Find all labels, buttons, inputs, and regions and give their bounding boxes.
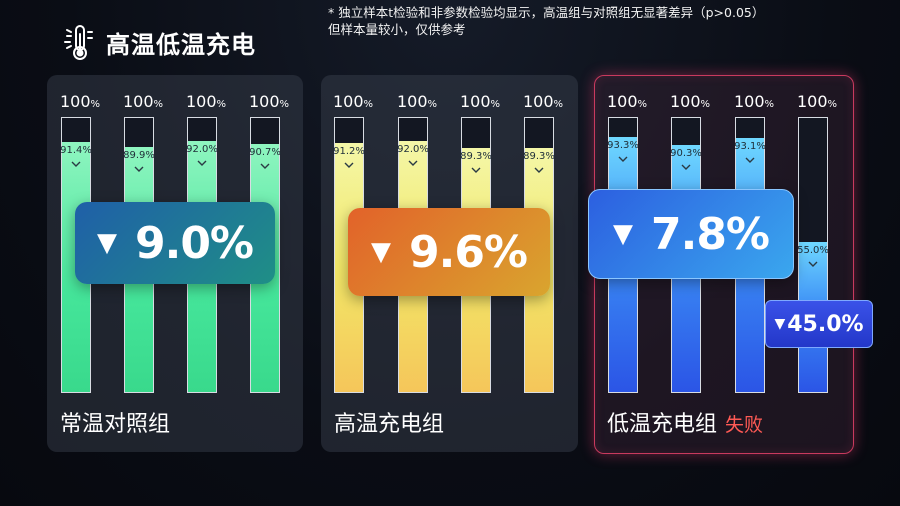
max-label-number: 100 [797, 92, 828, 111]
max-label-number: 100 [60, 92, 91, 111]
battery-value-label: 89.3% [523, 150, 555, 162]
max-label-unit: % [216, 99, 227, 110]
battery-value-label: 93.1% [734, 140, 766, 152]
thermometer-sun-icon [64, 25, 93, 60]
battery-value-label: 90.7% [249, 146, 281, 158]
max-label-unit: % [827, 99, 838, 110]
chevron-down-icon [408, 160, 418, 166]
max-label-unit: % [553, 99, 564, 110]
header-title: 高温低温充电 [62, 22, 256, 62]
change-badge-low-temp: ▼ 7.8% [588, 189, 794, 279]
battery-value-label: 89.9% [123, 149, 155, 161]
max-label-number: 100 [397, 92, 428, 111]
max-label: 100% [397, 92, 447, 111]
chevron-down-icon [71, 161, 81, 167]
chevron-down-icon [260, 163, 270, 169]
max-label-number: 100 [249, 92, 280, 111]
down-arrow-icon: ▼ [370, 237, 391, 267]
footnote: * 独立样本t检验和非参数检验均显示，高温组与对照组无显著差异（p>0.05） … [328, 4, 888, 38]
group-label-control: 常温对照组 [60, 412, 171, 437]
change-badge-control: ▼ 9.0% [75, 202, 275, 284]
max-label-unit: % [363, 99, 374, 110]
battery-value-label: 93.3% [607, 139, 639, 151]
group-label-high-temp: 高温充电组 [334, 412, 445, 437]
down-arrow-icon: ▼ [96, 228, 117, 258]
change-badge-failed-sample: ▼ 45.0% [765, 300, 873, 348]
chevron-down-icon [344, 162, 354, 168]
max-label-unit: % [153, 99, 164, 110]
battery-value-label: 55.0% [797, 244, 829, 256]
footnote-line-1: * 独立样本t检验和非参数检验均显示，高温组与对照组无显著差异（p>0.05） [328, 5, 765, 20]
change-value: 7.8% [650, 208, 770, 260]
max-label-number: 100 [123, 92, 154, 111]
max-label: 100% [333, 92, 383, 111]
max-label-number: 100 [186, 92, 217, 111]
max-label: 100% [186, 92, 236, 111]
chevron-down-icon [808, 261, 818, 267]
chevron-down-icon [534, 167, 544, 173]
chevron-down-icon [134, 166, 144, 172]
down-arrow-icon: ▼ [612, 219, 633, 249]
battery-value-label: 89.3% [460, 150, 492, 162]
max-label-unit: % [279, 99, 290, 110]
change-badge-high-temp: ▼ 9.6% [348, 208, 550, 296]
max-label-number: 100 [523, 92, 554, 111]
page-title: 高温低温充电 [106, 30, 256, 59]
max-label: 100% [607, 92, 657, 111]
max-label-number: 100 [607, 92, 638, 111]
max-label-number: 100 [734, 92, 765, 111]
max-label: 100% [60, 92, 110, 111]
max-label-unit: % [90, 99, 101, 110]
group-label-text: 低温充电组 [607, 412, 718, 437]
max-label-number: 100 [670, 92, 701, 111]
max-label-unit: % [700, 99, 711, 110]
max-label: 100% [123, 92, 173, 111]
max-label: 100% [460, 92, 510, 111]
change-value: 9.0% [134, 217, 254, 269]
chevron-down-icon [197, 160, 207, 166]
status-badge: 失败 [725, 414, 764, 436]
max-label: 100% [249, 92, 299, 111]
chevron-down-icon [471, 167, 481, 173]
max-label: 100% [734, 92, 784, 111]
max-label-number: 100 [333, 92, 364, 111]
max-label-unit: % [764, 99, 775, 110]
down-arrow-icon: ▼ [774, 316, 786, 332]
footnote-line-2: 但样本量较小，仅供参考 [328, 22, 466, 37]
change-value: 45.0% [787, 311, 864, 337]
max-label: 100% [670, 92, 720, 111]
group-label-low-temp: 低温充电组 失败 [607, 406, 763, 438]
max-label-unit: % [427, 99, 438, 110]
change-value: 9.6% [408, 226, 528, 278]
max-label-unit: % [637, 99, 648, 110]
max-label: 100% [797, 92, 847, 111]
battery-value-label: 91.2% [333, 145, 365, 157]
battery-value-label: 92.0% [397, 143, 429, 155]
max-label: 100% [523, 92, 573, 111]
chevron-down-icon [745, 157, 755, 163]
battery-value-label: 92.0% [186, 143, 218, 155]
battery-value-label: 90.3% [670, 147, 702, 159]
chevron-down-icon [618, 156, 628, 162]
max-label-unit: % [490, 99, 501, 110]
chevron-down-icon [681, 164, 691, 170]
max-label-number: 100 [460, 92, 491, 111]
battery-value-label: 91.4% [60, 144, 92, 156]
